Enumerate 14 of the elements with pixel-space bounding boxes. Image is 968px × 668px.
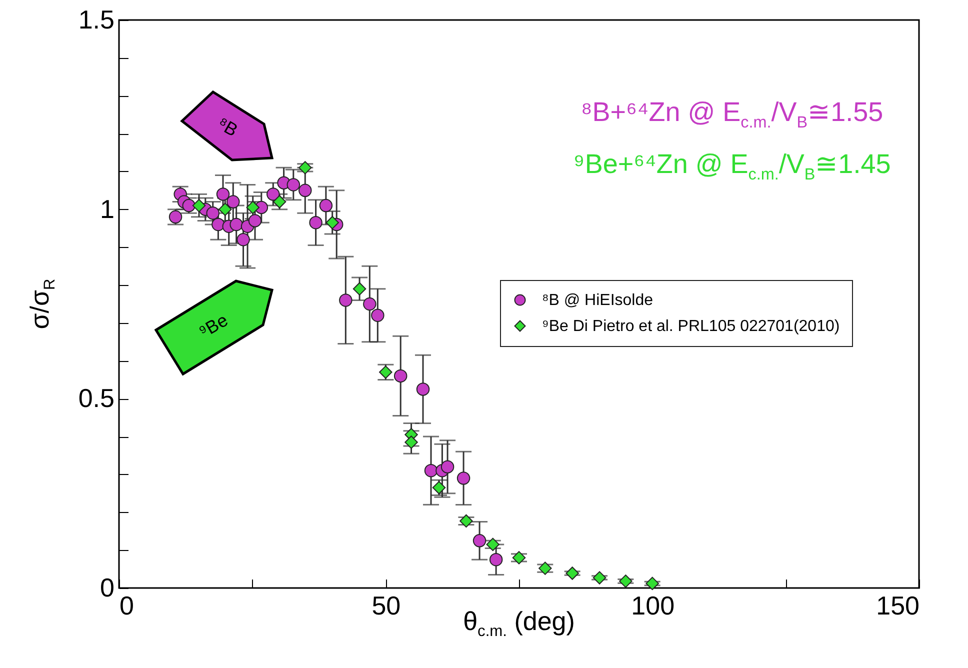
- y-tick-label: 1: [100, 194, 114, 224]
- y-tick-label: 0.5: [78, 383, 114, 414]
- x-tick-label: 100: [631, 590, 675, 620]
- annotation: ⁹Be+⁶⁴Zn @ E$_{c.m.}$/V$_{B}$≅1.45: [573, 148, 891, 184]
- annotation: ⁹Be: [196, 310, 232, 342]
- legend-label: ⁸B @ HiEIsolde: [542, 292, 654, 309]
- annotation: ⁸B+⁶⁴Zn @ E$_{c.m.}$/V$_{B}$≅1.55: [580, 96, 884, 132]
- x-axis-title: θ$_{c.m.}$ (deg): [463, 606, 575, 642]
- x-tick-label: 50: [372, 590, 401, 620]
- legend-label: ⁹Be Di Pietro et al. PRL105 022701(2010): [542, 318, 840, 335]
- x-tick-label: 0: [120, 590, 134, 620]
- annotation: ⁸B: [214, 113, 242, 140]
- x-tick-label: 150: [876, 590, 920, 620]
- y-tick-label: 1.5: [78, 4, 114, 34]
